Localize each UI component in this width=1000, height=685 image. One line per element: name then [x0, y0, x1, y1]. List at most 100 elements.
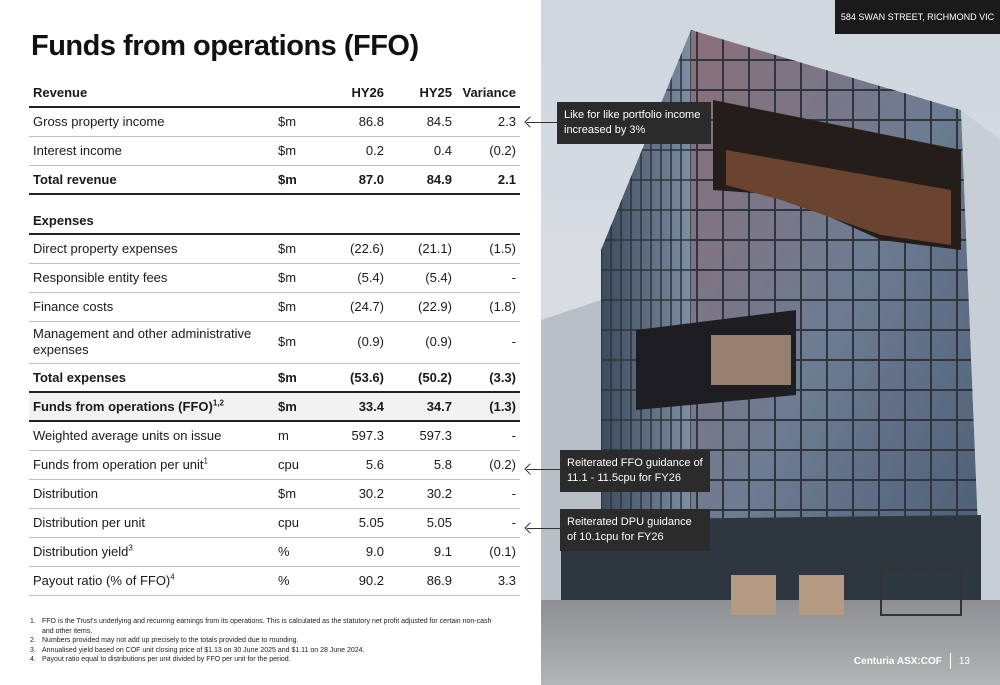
footnote-number: 4. [30, 656, 36, 663]
ffo-label: Funds from operations (FFO) [33, 399, 213, 414]
row-hy26: (5.4) [324, 263, 388, 293]
footnote-item: 3. Annualised yield based on COF unit clo… [30, 646, 500, 656]
row-unit: $m [274, 292, 324, 322]
arrow-left-icon [527, 469, 560, 470]
row-variance: 2.3 [456, 107, 520, 137]
expenses-heading-row: Expenses [29, 207, 520, 235]
row-label: Total expenses [29, 363, 274, 393]
table-row: Finance costs $m (24.7) (22.9) (1.8) [29, 292, 520, 322]
table-row: Gross property income $m 86.8 84.5 2.3 [29, 107, 520, 137]
row-unit: $m [274, 234, 324, 264]
footnote-text: Numbers provided may not add up precisel… [42, 637, 299, 644]
metric-label: Distribution per unit [33, 515, 145, 530]
row-hy25: (22.9) [388, 292, 456, 322]
row-hy26: 5.05 [324, 508, 388, 538]
footnote-ref: 3 [128, 543, 133, 553]
row-hy26: (0.9) [324, 321, 388, 364]
table-row: Management and other administrative expe… [29, 321, 520, 364]
metric-label: Distribution [33, 486, 99, 501]
row-variance: - [456, 479, 520, 509]
row-hy26: (22.6) [324, 234, 388, 264]
page-number: 13 [958, 655, 970, 667]
row-unit: $m [274, 263, 324, 293]
header-hy26: HY26 [324, 79, 388, 108]
row-hy26: 90.2 [324, 566, 388, 596]
row-unit: $m [274, 107, 324, 137]
footnote-ref: 4 [170, 572, 175, 582]
row-hy26: 30.2 [324, 479, 388, 509]
row-variance: (1.3) [456, 392, 520, 422]
row-hy26: 0.2 [324, 136, 388, 166]
row-variance: (0.2) [456, 450, 520, 480]
row-variance: (3.3) [456, 363, 520, 393]
table-row: Interest income $m 0.2 0.4 (0.2) [29, 136, 520, 166]
footnote-number: 2. [30, 637, 36, 644]
row-hy26: (53.6) [324, 363, 388, 393]
row-variance: (0.2) [456, 136, 520, 166]
table-spacer [29, 194, 520, 207]
row-hy25: (5.4) [388, 263, 456, 293]
metric-label: Payout ratio (% of FFO) [33, 573, 171, 588]
header-variance: Variance [456, 79, 520, 108]
building-illustration [541, 0, 1000, 685]
row-label: Payout ratio (% of FFO)4 [29, 566, 274, 596]
table-row: Payout ratio (% of FFO)4 % 90.2 86.9 3.3 [29, 566, 520, 596]
callout-income: Like for like portfolio income increased… [557, 102, 711, 144]
row-variance: (0.1) [456, 537, 520, 567]
table-row: Distribution yield3 % 9.0 9.1 (0.1) [29, 537, 520, 567]
row-unit: $m [274, 321, 324, 364]
row-variance: - [456, 421, 520, 451]
row-hy25: (21.1) [388, 234, 456, 264]
table-header-row: Revenue HY26 HY25 Variance [29, 79, 520, 108]
table-row: Distribution per unit cpu 5.05 5.05 - [29, 508, 520, 538]
row-label: Interest income [29, 136, 274, 166]
row-hy26: 86.8 [324, 107, 388, 137]
metric-label: Distribution yield [33, 544, 129, 559]
header-revenue: Revenue [29, 79, 274, 108]
footnote-ref: 1 [203, 456, 208, 466]
row-hy25: 5.05 [388, 508, 456, 538]
row-unit: cpu [274, 508, 324, 538]
row-variance: - [456, 263, 520, 293]
row-label: Gross property income [29, 107, 274, 137]
building-photo [541, 0, 1000, 685]
row-label: Responsible entity fees [29, 263, 274, 293]
row-variance: - [456, 321, 520, 364]
row-unit: m [274, 421, 324, 451]
row-unit: $m [274, 392, 324, 422]
total-revenue-row: Total revenue $m 87.0 84.9 2.1 [29, 165, 520, 195]
row-variance: (1.8) [456, 292, 520, 322]
footnote-item: 1. FFO is the Trust's underlying and recu… [30, 617, 500, 636]
row-hy25: 84.9 [388, 165, 456, 195]
row-hy25: 86.9 [388, 566, 456, 596]
row-unit: $m [274, 479, 324, 509]
row-hy25: 5.8 [388, 450, 456, 480]
callout-ffo-guidance: Reiterated FFO guidance of 11.1 - 11.5cp… [560, 450, 710, 492]
footnote-number: 3. [30, 646, 36, 654]
row-label: Funds from operations (FFO)1,2 [29, 392, 274, 422]
row-hy26: 9.0 [324, 537, 388, 567]
footnote-item: 2. Numbers provided may not add up precis… [30, 636, 500, 646]
ffo-row: Funds from operations (FFO)1,2 $m 33.4 3… [29, 392, 520, 422]
row-hy25: (50.2) [388, 363, 456, 393]
row-unit: % [274, 566, 324, 596]
row-hy25: 30.2 [388, 479, 456, 509]
row-unit: $m [274, 363, 324, 393]
row-unit: % [274, 537, 324, 567]
arrow-left-icon [527, 528, 560, 529]
callout-dpu-guidance: Reiterated DPU guidance of 10.1cpu for F… [560, 509, 710, 551]
row-hy26: (24.7) [324, 292, 388, 322]
row-hy25: 9.1 [388, 537, 456, 567]
row-label: Direct property expenses [29, 234, 274, 264]
header-unit [274, 79, 324, 108]
row-hy26: 33.4 [324, 392, 388, 422]
footnotes: 1. FFO is the Trust's underlying and recu… [30, 617, 500, 665]
slide-footer: Centuria ASX:COF 13 [854, 653, 970, 669]
table-row: Distribution $m 30.2 30.2 - [29, 479, 520, 509]
arrow-left-icon [527, 122, 557, 123]
row-variance: - [456, 508, 520, 538]
brand-label: Centuria ASX:COF [853, 655, 942, 667]
row-hy25: (0.9) [388, 321, 456, 364]
expenses-heading: Expenses [29, 207, 520, 235]
row-label: Funds from operation per unit1 [29, 450, 274, 480]
